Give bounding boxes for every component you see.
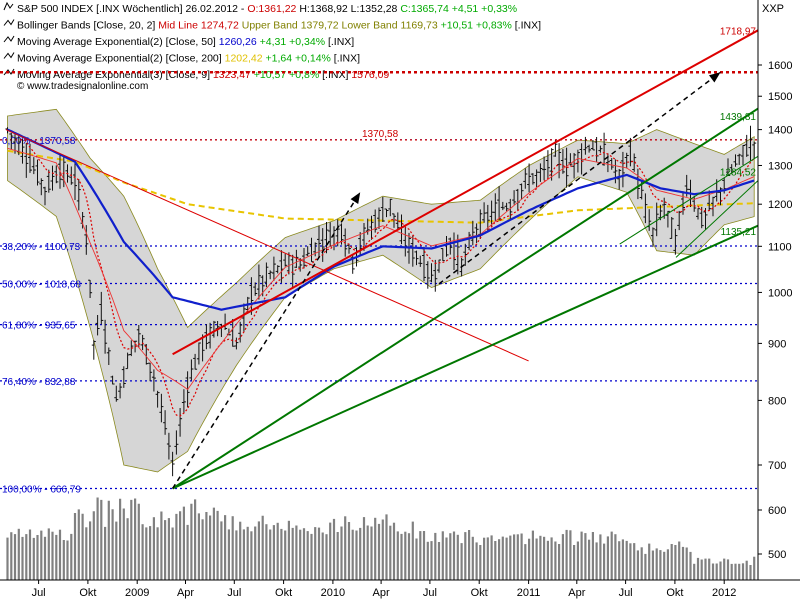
price-axis-label: 700 [768,460,786,472]
time-axis-label: Jul [619,587,633,599]
fib-level-label: 100,00% - 666,79 [2,485,81,496]
legend-text: S&P 500 INDEX [.INX Wöchentlich] 26.02.2… [17,3,517,15]
chart-legend: S&P 500 INDEX [.INX Wöchentlich] 26.02.2… [3,1,541,81]
time-axis-label: Jul [32,587,46,599]
time-axis-label: Okt [79,587,96,599]
price-axis-label: 1100 [768,241,792,253]
price-axis-label: 1300 [768,161,792,173]
legend-row-main: S&P 500 INDEX [.INX Wöchentlich] 26.02.2… [3,1,517,15]
time-axis-label: Apr [373,587,390,599]
volume-axis-label: 600 [768,505,786,517]
legend-text-part: Moving Average Exponential(2) [Close, 20… [17,53,225,65]
legend-text-part: C:1365,74 +4,51 +0,33% [400,3,517,15]
bollinger-band [7,108,755,473]
legend-text-part: Moving Average Exponential(2) [Close, 50… [17,36,219,48]
legend-text-part: +10,51 +0,83% [441,20,515,32]
price-axis-label: 1400 [768,125,792,137]
legend-text: Moving Average Exponential(2) [Close, 20… [17,53,360,65]
legend-icon [3,52,15,59]
time-axis-label: Jul [423,587,437,599]
legend-text-part: H:1368,92 L:1352,28 [299,3,400,15]
fib-level-label: 61,80% - 935,65 [2,321,76,332]
price-axis-label: 900 [768,338,786,350]
time-axis-label: Okt [275,587,292,599]
legend-icon [3,1,14,11]
time-axis-label: 2012 [712,587,736,599]
legend-row-ema50: Moving Average Exponential(2) [Close, 50… [3,35,354,48]
fib-level-label: 50,00% - 1018,68 [2,280,81,291]
time-axis-label: Jul [227,587,241,599]
trendline-value-label: 1439,81 [720,112,757,123]
trendline-red-channel-upper [172,29,758,356]
legend-text-part: [.INX] [328,36,354,48]
fib-level-label: 0,00% - 1370,58 [2,136,76,147]
y-axis-label: XXP [762,3,784,15]
time-axis: Jul Okt 2009 Apr Jul Okt 2010 Apr Jul Okt 2011 Apr J… [0,579,800,599]
legend-text-part: +10,57 +0,8% [254,69,322,81]
fib-level-label: 38,20% - 1100,73 [2,242,81,253]
bollinger-mid-line [7,147,755,391]
legend-text-part: +4,31 +0,34% [260,36,328,48]
price-axis-label: 1200 [768,199,792,211]
ema-9-line [7,129,755,417]
legend-text-part: S&P 500 INDEX [.INX Wöchentlich] 26.02.2… [17,3,247,15]
fib-level-label: 76,40% - 832,88 [2,377,76,388]
time-axis-label: 2009 [125,587,149,599]
time-axis-label: 2010 [321,587,345,599]
legend-text-part: [.INX] [515,20,541,32]
legend-text-part: O:1361,22 [247,3,299,15]
legend-row-bollinger: Bollinger Bands [Close, 20, 2] Mid Line … [3,19,541,32]
legend-text: Moving Average Exponential(2) [Close, 50… [17,36,354,48]
price-axis-label: 1500 [768,91,792,103]
resistance-level-label: 1370,58 [362,129,399,140]
legend-text-part: [.INX] [322,69,351,81]
price-axis-label: 1000 [768,287,792,299]
price-axis-label: 1600 [768,60,792,72]
legend-text: Moving Average Exponential(3) [Close, 9]… [17,69,389,81]
legend-text-part: 1576,09 [351,69,389,81]
legend-row-ema9: Moving Average Exponential(3) [Close, 9]… [3,68,389,81]
time-axis-label: Apr [177,587,194,599]
trendline-value-label: 1718,97 [720,26,757,37]
projection-arrow-head [350,192,361,204]
watermark-text: © www.tradesignalonline.com [17,81,148,92]
price-axis: 700 800 900 1000 1100 1200 1300 1400 1500 1600 500… [757,0,792,580]
time-axis-label: 2011 [517,587,541,599]
trendline-green-short-lower [675,180,758,258]
trendline-value-label: 1135,21 [721,227,757,238]
ema-50-line [7,128,755,311]
ema-200-line [7,149,755,224]
legend-text-part: 1323,47 [213,69,254,81]
projection-arrow [171,191,361,489]
legend-text-part: Upper Band 1379,72 Lower Band 1169,73 [242,20,441,32]
legend-text-part: 1202,42 [225,53,266,65]
time-axis-label: Apr [568,587,585,599]
legend-text-part: +1,64 +0,14% [265,53,333,65]
trendline-red-down-line [5,129,529,362]
price-axis-label: 800 [768,395,786,407]
time-axis-label: Okt [666,587,683,599]
trendline-green-channel-upper [172,107,758,490]
time-axis-label: Okt [471,587,488,599]
legend-text-part: 1260,26 [219,36,260,48]
legend-icon [3,35,15,43]
plot-area: 0,00% - 1370,58 38,20% - 1100,73 50,00% - … [0,26,758,580]
legend-text-part: Bollinger Bands [Close, 20, 2] [17,20,158,32]
legend-text-part: [.INX] [334,53,360,65]
legend-text: Bollinger Bands [Close, 20, 2] Mid Line … [17,20,541,32]
legend-icon [3,19,15,26]
legend-row-ema200: Moving Average Exponential(2) [Close, 20… [3,52,360,65]
volume-axis-label: 500 [768,549,786,561]
trendline-green-short-upper [619,155,758,245]
legend-text-part: Moving Average Exponential(3) [Close, 9] [17,69,213,81]
trendline-green-channel-lower [172,224,758,490]
legend-text-part: Mid Line 1274,72 [158,20,241,32]
projection-arrow [438,71,721,285]
trendline-value-label: 1284,52 [720,167,757,178]
projection-arrow-head [709,72,721,83]
